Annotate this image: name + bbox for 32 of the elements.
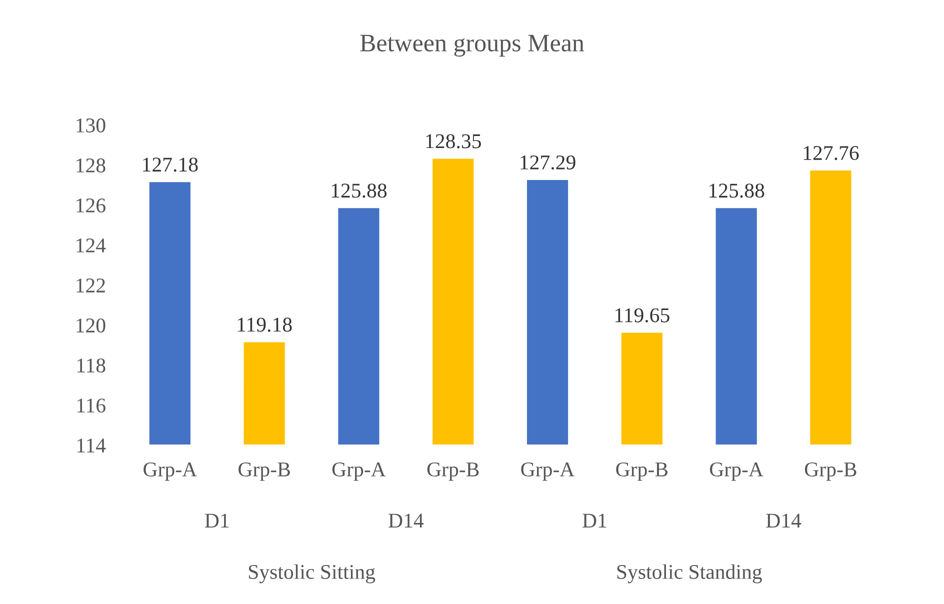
text: Systolic Standing	[617, 564, 762, 584]
data-label: 127.18	[143, 158, 198, 172]
data-label: 125.88	[332, 184, 387, 198]
text: Systolic Sitting	[248, 564, 376, 584]
y-tick-label: 122	[76, 278, 105, 292]
y-tick-label: 126	[76, 198, 106, 212]
y-tick-label: 128	[76, 158, 106, 172]
y-tick-label: 124	[76, 238, 106, 252]
x-tick-label: Grp-A	[710, 462, 764, 481]
text: D14	[766, 514, 802, 528]
y-tick-label: 118	[77, 358, 106, 373]
y-tick-label: 114	[77, 438, 106, 452]
x-tick-label: Grp-B	[804, 462, 856, 481]
data-label: 128.35	[426, 134, 481, 148]
data-label: 125.88	[710, 184, 764, 198]
data-label: 119.18	[238, 318, 292, 332]
y-tick-label: 120	[76, 318, 106, 333]
x-tick-label: Grp-A	[332, 462, 386, 481]
y-tick-label: 130	[76, 118, 106, 132]
text: D14	[388, 514, 424, 528]
x-tick-label: Grp-B	[616, 462, 668, 481]
x-tick-label: Grp-A	[521, 462, 575, 481]
data-label: 119.65	[615, 308, 670, 322]
x-tick-label: Grp-A	[144, 462, 197, 481]
data-label: 127.29	[520, 155, 576, 170]
text: D1	[582, 514, 606, 528]
y-tick-label: 116	[77, 398, 106, 413]
x-tick-label: Grp-B	[238, 462, 290, 481]
text: D1	[204, 514, 229, 528]
x-tick-label: Grp-B	[427, 462, 479, 481]
data-label: 127.76	[804, 146, 859, 160]
chart-title: Between groups Mean	[360, 34, 584, 57]
